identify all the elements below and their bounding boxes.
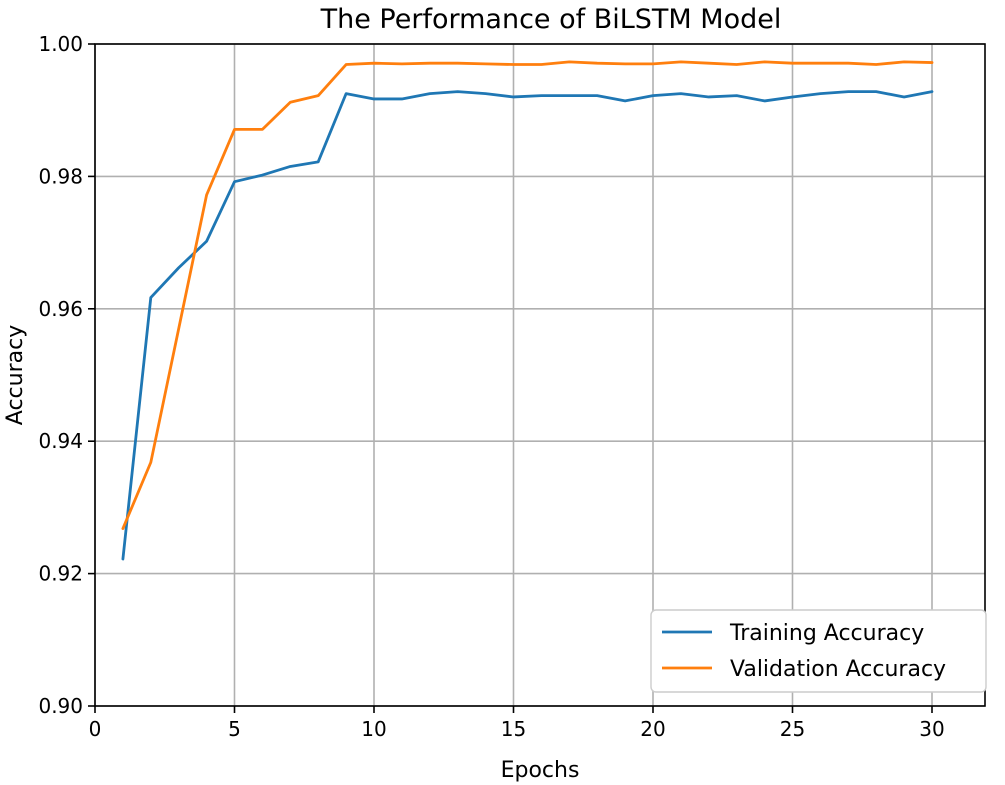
x-axis-label: Epochs bbox=[501, 758, 580, 783]
x-tick-label: 30 bbox=[919, 717, 944, 741]
x-tick-label: 25 bbox=[780, 717, 805, 741]
x-tick-label: 0 bbox=[89, 717, 102, 741]
legend-label-training: Training Accuracy bbox=[729, 621, 924, 646]
series-line-validation bbox=[121, 60, 934, 530]
lines-layer bbox=[121, 60, 934, 561]
plot-frame bbox=[94, 43, 986, 707]
legend-label-validation: Validation Accuracy bbox=[730, 657, 946, 682]
x-tick-label: 15 bbox=[501, 717, 526, 741]
y-axis-label: Accuracy bbox=[3, 325, 28, 425]
y-tick-label: 0.94 bbox=[38, 429, 83, 453]
y-tick-label: 0.98 bbox=[38, 164, 83, 188]
chart-title: The Performance of BiLSTM Model bbox=[320, 4, 782, 35]
ticks-layer: 0 5 10 15 20 25 30 0.90 0.92 0.94 0.96 0.98 1.00 bbox=[38, 32, 944, 741]
y-tick-label: 0.92 bbox=[38, 562, 83, 586]
y-tick-label: 0.90 bbox=[38, 694, 83, 718]
legend: Training Accuracy Validation Accuracy bbox=[650, 609, 987, 693]
y-tick-label: 0.96 bbox=[38, 297, 83, 321]
y-tick-label: 1.00 bbox=[38, 32, 83, 56]
x-tick-label: 20 bbox=[640, 717, 665, 741]
series-line-training bbox=[121, 90, 934, 561]
x-tick-label: 10 bbox=[361, 717, 386, 741]
x-tick-label: 5 bbox=[228, 717, 241, 741]
legend-box bbox=[650, 609, 987, 693]
